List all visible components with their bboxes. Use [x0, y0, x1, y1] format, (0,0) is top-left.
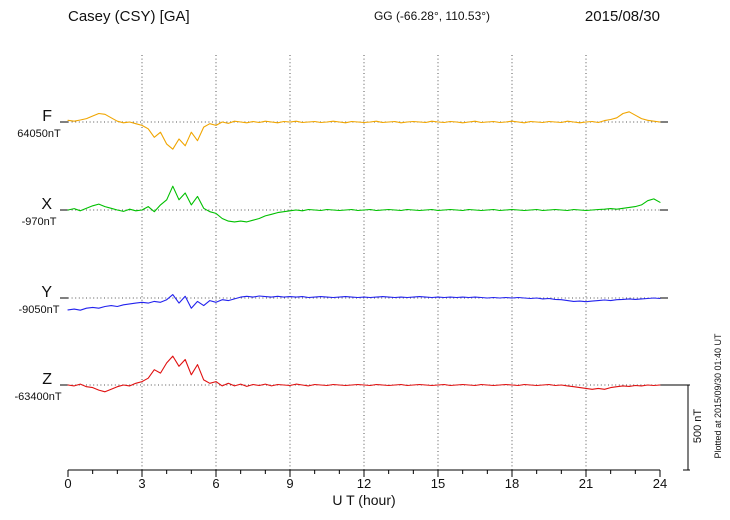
trace-Y: [67, 294, 661, 311]
plot-date: 2015/08/30: [585, 8, 660, 25]
series-baseline-X: -970nT: [22, 216, 57, 228]
x-tick-label: 6: [212, 476, 219, 491]
series-label-Z: Z: [42, 371, 52, 388]
series-label-X: X: [41, 196, 52, 213]
x-tick-label: 3: [138, 476, 145, 491]
plot-render-layer: 0 3 6 9 12 15 18 21 24: [60, 55, 690, 491]
station-title: Casey (CSY) [GA]: [68, 8, 190, 25]
series-baseline-Y: -9050nT: [19, 304, 60, 316]
x-tick-label: 21: [579, 476, 593, 491]
series-label-Y: Y: [41, 284, 52, 301]
x-tick-label: 15: [431, 476, 445, 491]
x-tick-label: 18: [505, 476, 519, 491]
plotted-at-note: Plotted at 2015/09/30 01:40 UT: [713, 333, 723, 459]
series-label-F: F: [42, 108, 52, 125]
x-tick-label: 12: [357, 476, 371, 491]
x-tick-label: 0: [64, 476, 71, 491]
geo-coordinates: GG (-66.28°, 110.53°): [374, 9, 490, 23]
trace-F: [67, 111, 661, 150]
x-tick-label: 24: [653, 476, 667, 491]
x-axis-title: U T (hour): [332, 492, 395, 508]
trace-X: [67, 185, 661, 223]
x-tick-label: 9: [286, 476, 293, 491]
series-baseline-F: 64050nT: [17, 128, 61, 140]
trace-Z: [67, 355, 661, 393]
series-baseline-Z: -63400nT: [14, 391, 61, 403]
scale-bar-label: 500 nT: [692, 409, 704, 444]
